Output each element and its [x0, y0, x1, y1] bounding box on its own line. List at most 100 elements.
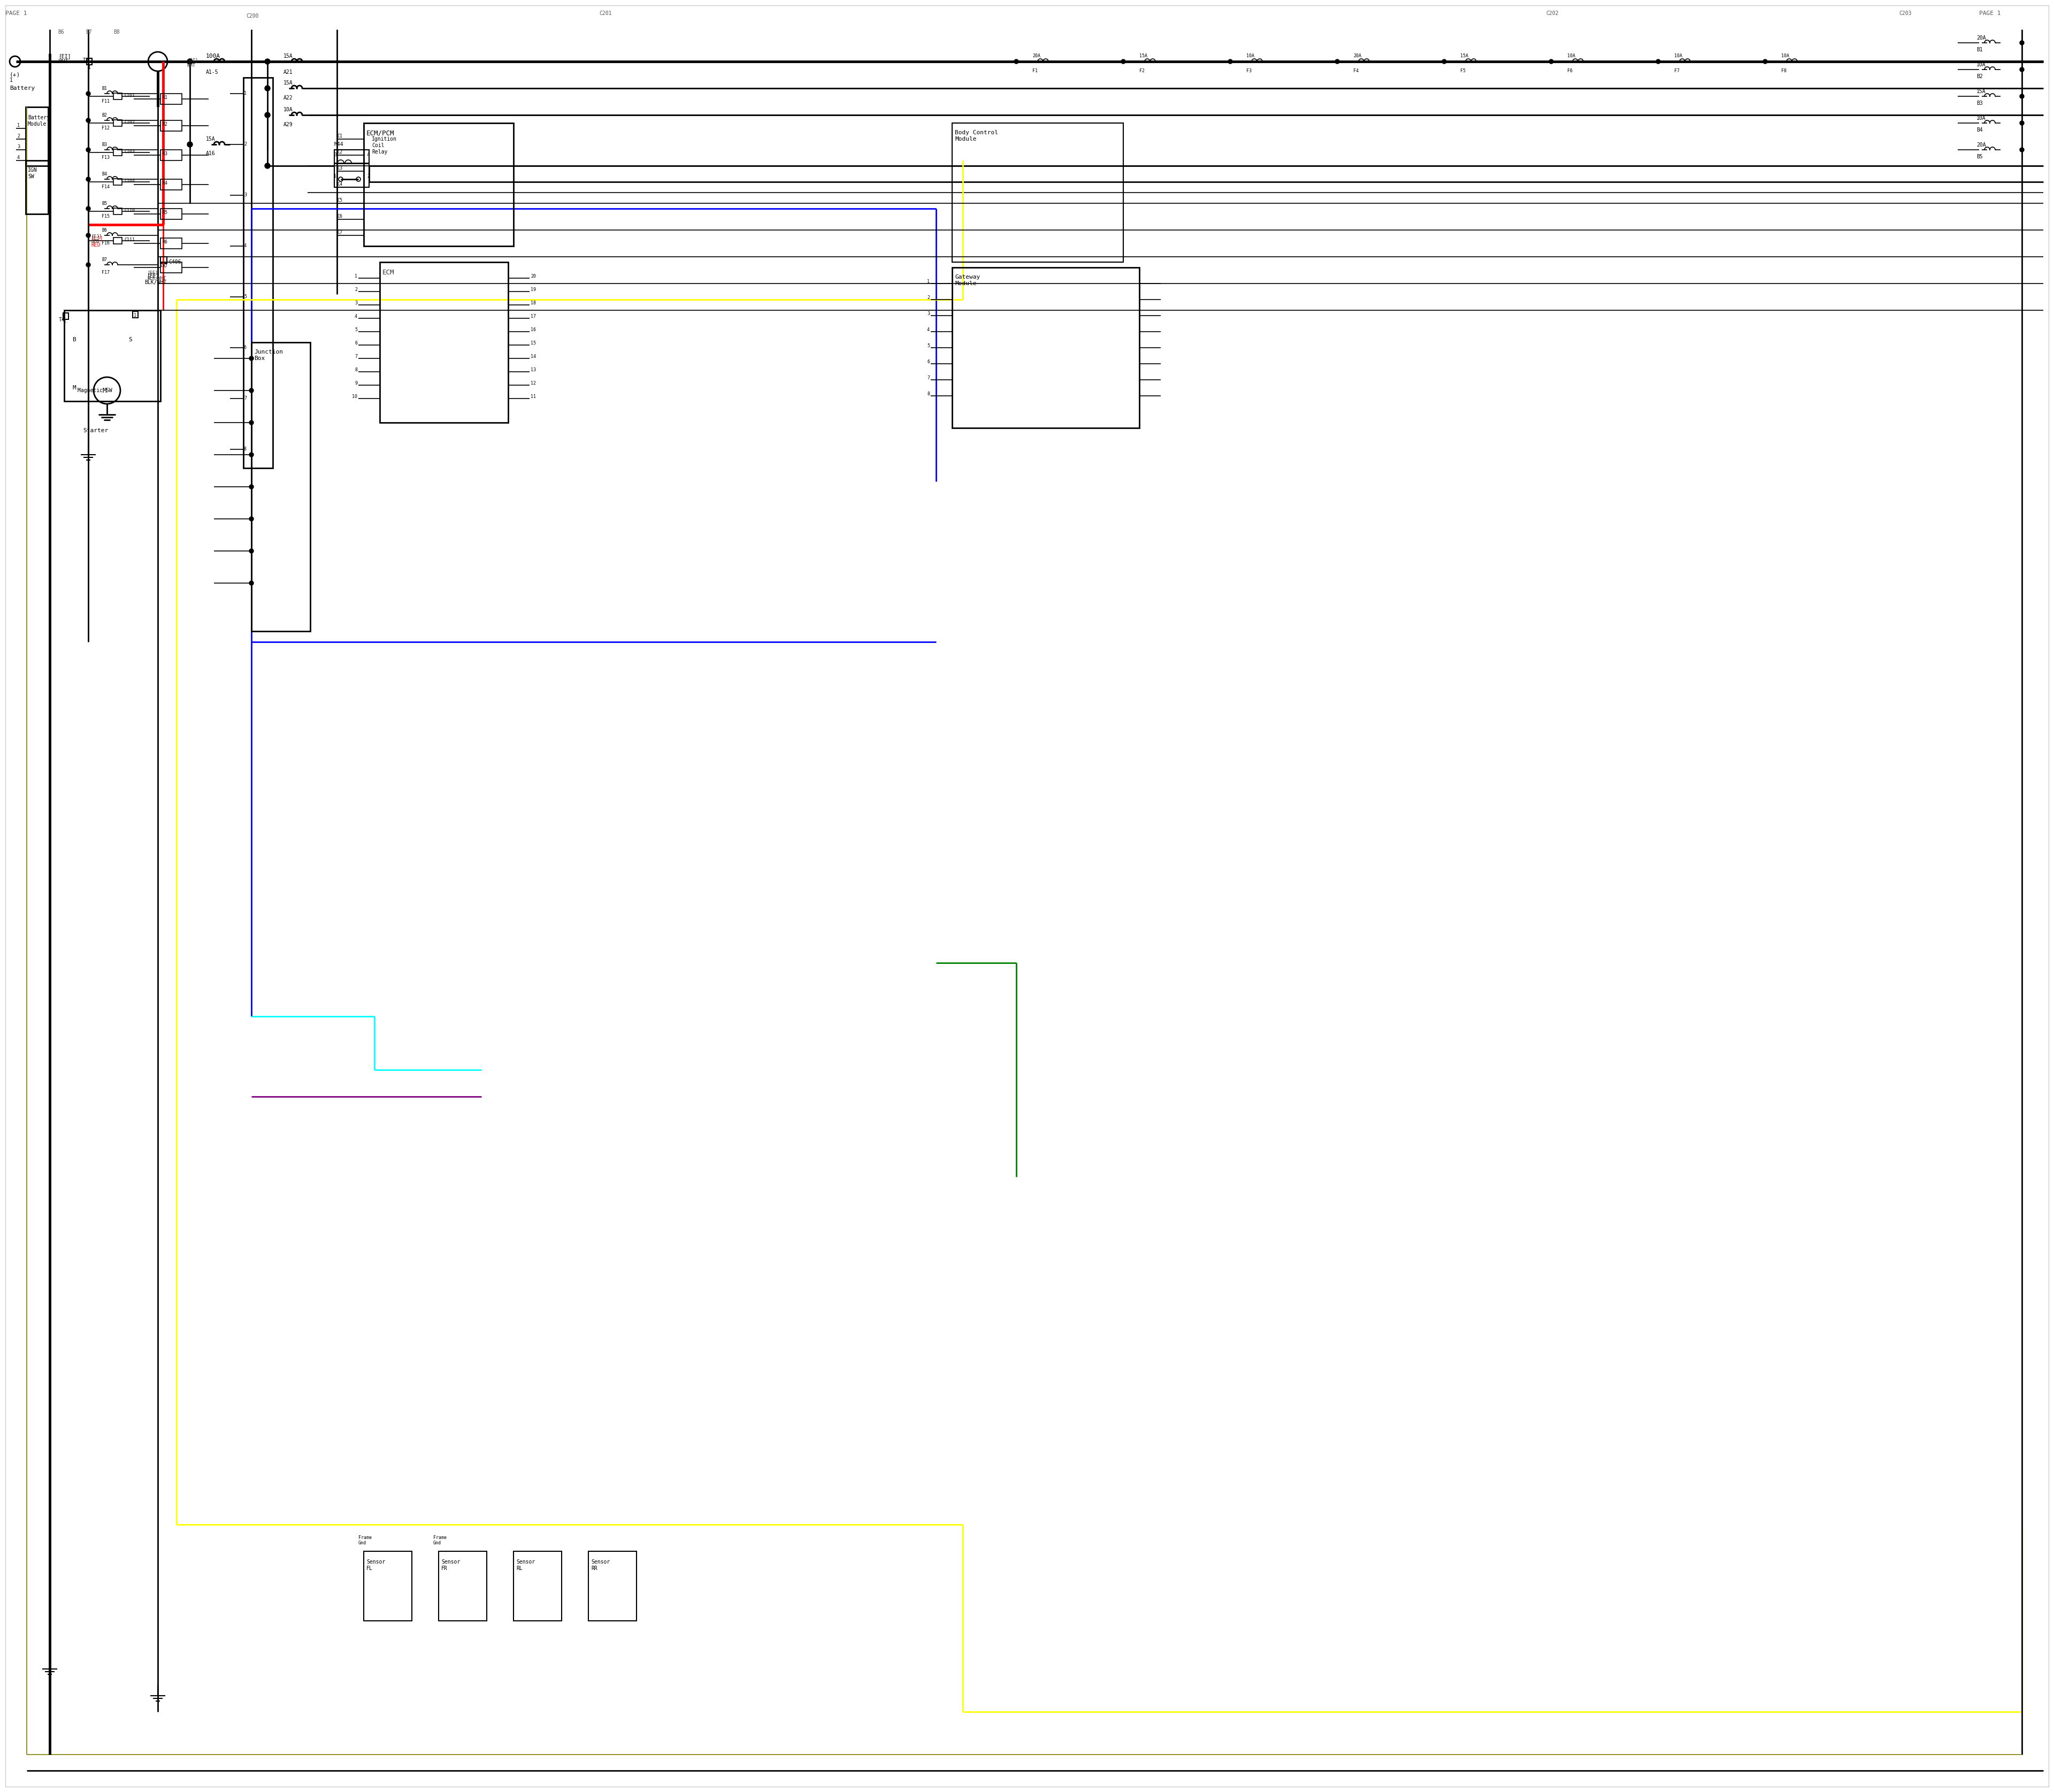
Text: 2: 2	[355, 287, 357, 292]
Bar	[160, 93, 183, 104]
Text: 19: 19	[530, 287, 536, 292]
Text: C200: C200	[246, 13, 259, 18]
Bar	[113, 179, 121, 185]
Text: 9: 9	[355, 382, 357, 385]
Text: 10A: 10A	[1567, 54, 1575, 59]
Circle shape	[265, 59, 271, 65]
Text: 20A: 20A	[1976, 142, 1986, 147]
Text: 5: 5	[926, 344, 930, 348]
Text: Starter: Starter	[82, 428, 109, 434]
Text: 1: 1	[10, 77, 12, 82]
Text: 1: 1	[160, 263, 162, 269]
Text: 3: 3	[244, 192, 246, 197]
Text: F3: F3	[1247, 68, 1251, 73]
Text: F16: F16	[101, 240, 109, 246]
Bar	[160, 256, 166, 263]
Text: 11: 11	[530, 394, 536, 400]
Text: 4: 4	[16, 156, 21, 159]
Circle shape	[86, 147, 90, 152]
Text: B2: B2	[101, 113, 107, 118]
Text: B5: B5	[1976, 154, 1982, 159]
Text: R2: R2	[162, 122, 168, 127]
Text: 20A: 20A	[1033, 54, 1041, 59]
Text: C104: C104	[123, 179, 136, 183]
Text: 10A: 10A	[1247, 54, 1255, 59]
Circle shape	[187, 142, 193, 147]
Circle shape	[1549, 59, 1553, 65]
Text: Frame
Gnd: Frame Gnd	[433, 1536, 446, 1546]
Text: A1-5: A1-5	[205, 70, 218, 75]
Text: B7: B7	[86, 29, 92, 34]
Text: 15A: 15A	[1140, 54, 1148, 59]
Text: Relay: Relay	[372, 149, 388, 154]
Bar	[113, 238, 121, 244]
Text: R7: R7	[162, 263, 168, 269]
Text: 100A: 100A	[205, 54, 220, 59]
Text: Battery: Battery	[10, 86, 35, 91]
Text: 10A: 10A	[1976, 115, 1986, 120]
Circle shape	[249, 581, 253, 586]
Circle shape	[249, 357, 253, 360]
Text: Magnetic SW: Magnetic SW	[78, 387, 113, 392]
Text: C202: C202	[1547, 11, 1559, 16]
Text: F13: F13	[101, 156, 109, 159]
Circle shape	[1335, 59, 1339, 65]
Text: 15: 15	[530, 340, 536, 346]
Circle shape	[86, 91, 90, 95]
Text: 13: 13	[530, 367, 536, 373]
Text: C3: C3	[337, 167, 343, 170]
Text: 1: 1	[355, 274, 357, 280]
Text: 8: 8	[355, 367, 357, 373]
Bar	[64, 314, 68, 319]
Text: 4: 4	[368, 152, 370, 158]
Text: Gateway
Module: Gateway Module	[955, 274, 980, 287]
Text: C111: C111	[123, 238, 136, 242]
Text: C203: C203	[1898, 11, 1912, 16]
Circle shape	[1762, 59, 1766, 65]
Text: T4: T4	[60, 317, 66, 323]
Text: 7: 7	[244, 396, 246, 401]
Text: 3: 3	[16, 145, 21, 149]
Text: Battery
Module: Battery Module	[29, 115, 49, 127]
Text: ECM/PCM: ECM/PCM	[366, 131, 394, 136]
Text: Sensor
RR: Sensor RR	[592, 1559, 610, 1572]
Text: B3: B3	[101, 142, 107, 147]
Bar	[440, 1552, 487, 1620]
Circle shape	[2019, 95, 2023, 99]
Text: [EE]
BLK/WHT: [EE] BLK/WHT	[148, 271, 166, 281]
Circle shape	[265, 113, 271, 118]
Text: F4: F4	[1354, 68, 1358, 73]
Text: F8: F8	[1781, 68, 1787, 73]
Text: C101: C101	[123, 93, 136, 99]
Text: 1: 1	[333, 174, 337, 179]
Text: PAGE 1: PAGE 1	[6, 11, 27, 16]
Circle shape	[249, 421, 253, 425]
Circle shape	[187, 59, 193, 65]
Text: 14: 14	[530, 355, 536, 358]
Bar	[160, 179, 183, 190]
Text: C4: C4	[337, 181, 343, 186]
Text: C6: C6	[337, 213, 343, 219]
Text: 20: 20	[530, 274, 536, 280]
Text: B4: B4	[101, 172, 107, 177]
Text: 17: 17	[530, 314, 536, 319]
Text: 15A: 15A	[205, 136, 216, 142]
Bar	[251, 342, 310, 631]
Bar	[160, 208, 183, 219]
Circle shape	[1442, 59, 1446, 65]
Bar	[160, 238, 183, 249]
Text: 1: 1	[88, 65, 90, 70]
Text: 10A: 10A	[283, 108, 294, 113]
Text: R6: R6	[162, 240, 168, 244]
Circle shape	[249, 548, 253, 554]
Text: 15A: 15A	[1976, 90, 1986, 95]
Text: 3: 3	[926, 312, 930, 315]
Circle shape	[265, 163, 271, 168]
Text: A21: A21	[283, 70, 294, 75]
Bar	[134, 312, 138, 317]
Circle shape	[86, 177, 90, 181]
Text: 1: 1	[244, 91, 246, 95]
Text: B7: B7	[101, 258, 107, 262]
Text: 8: 8	[244, 446, 246, 452]
Text: B: B	[72, 337, 76, 342]
